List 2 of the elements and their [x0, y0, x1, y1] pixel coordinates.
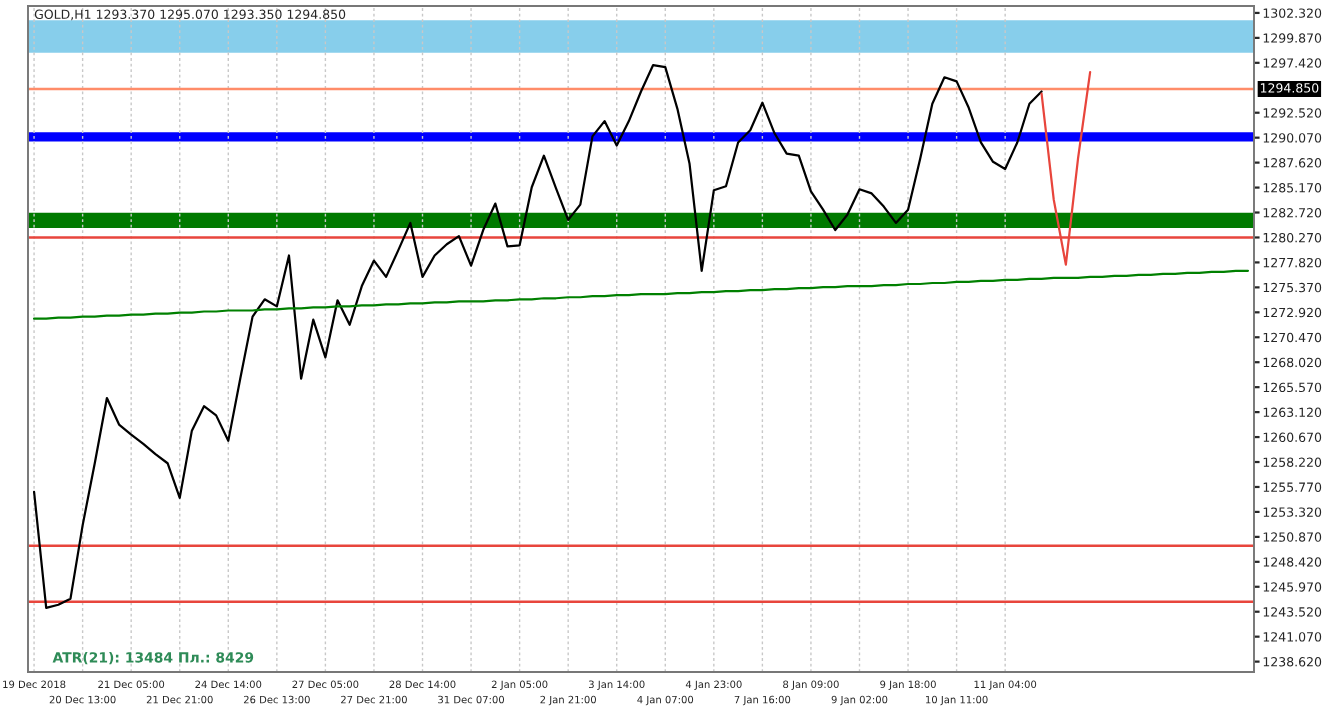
line-series: [32, 63, 1043, 609]
line-series: [32, 269, 1250, 320]
